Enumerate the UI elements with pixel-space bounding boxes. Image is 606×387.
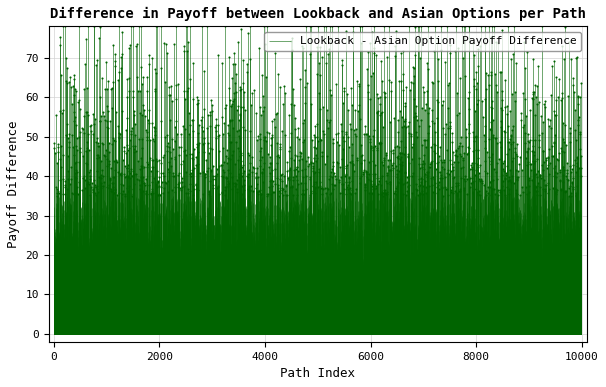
Title: Difference in Payoff between Lookback and Asian Options per Path: Difference in Payoff between Lookback an… xyxy=(50,7,586,21)
Y-axis label: Payoff Difference: Payoff Difference xyxy=(7,120,20,248)
X-axis label: Path Index: Path Index xyxy=(280,367,355,380)
Legend: Lookback - Asian Option Payoff Difference: Lookback - Asian Option Payoff Differenc… xyxy=(264,32,581,51)
